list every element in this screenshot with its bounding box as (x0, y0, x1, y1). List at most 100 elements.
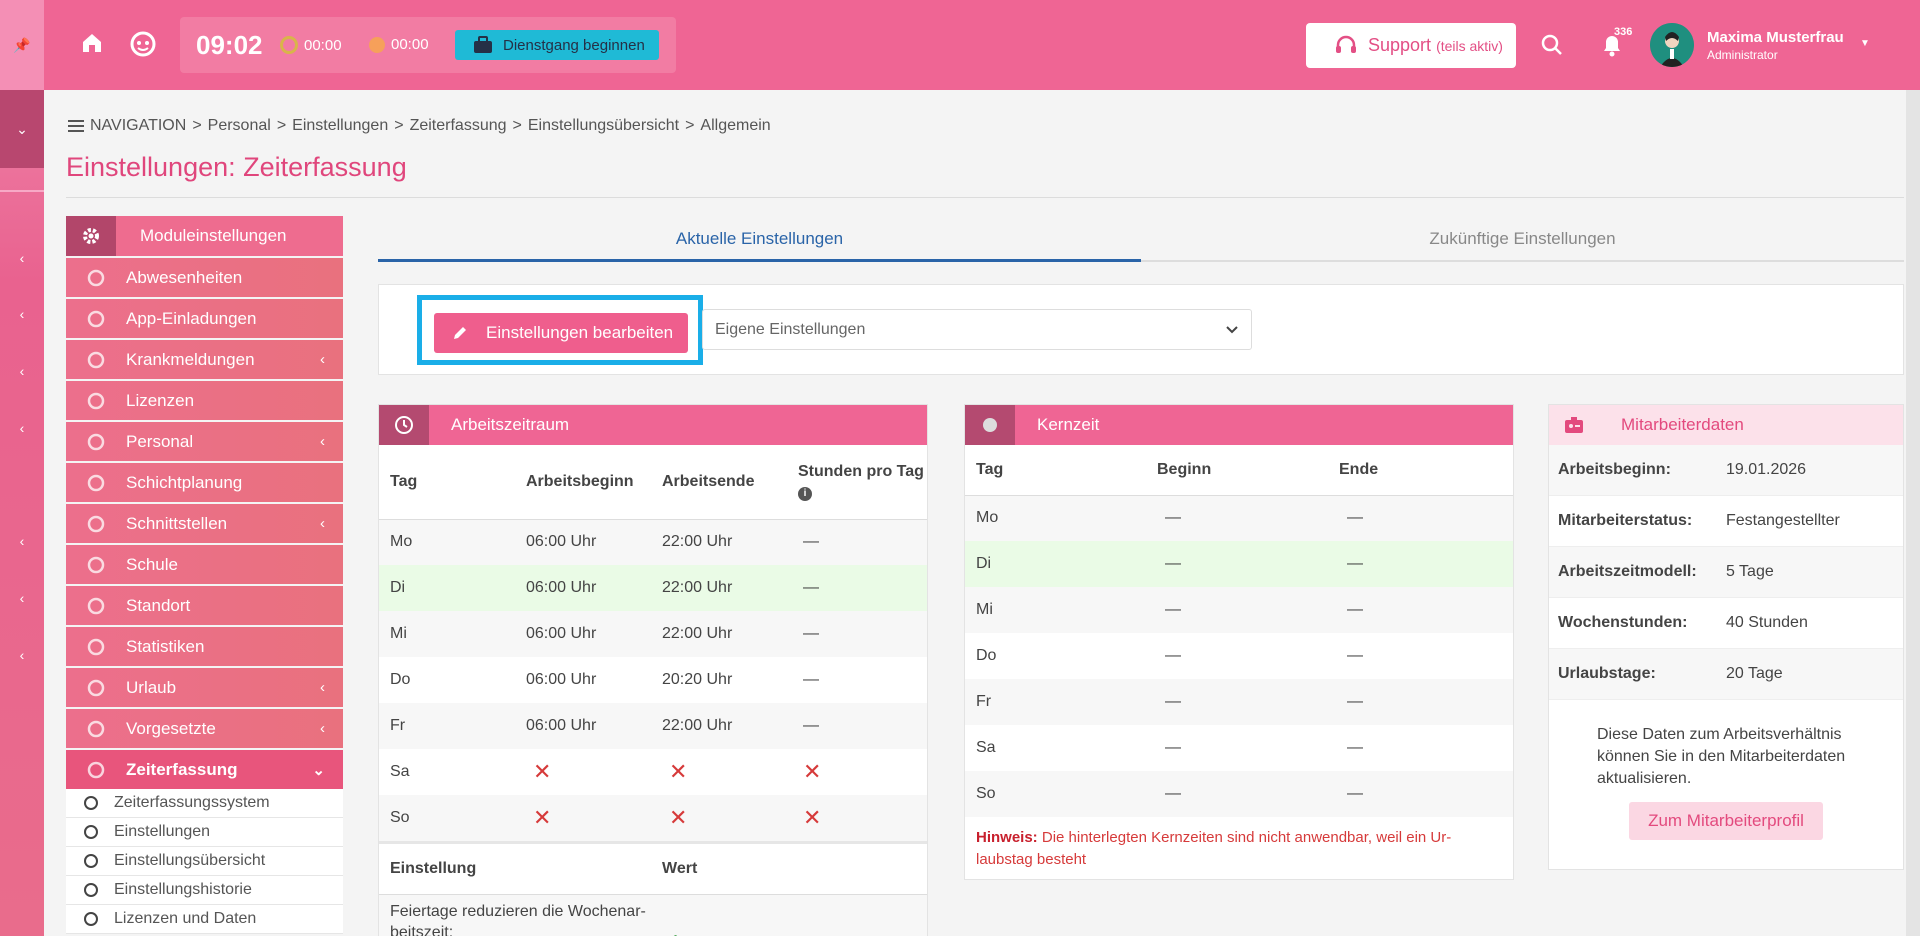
table-cell: Fr (965, 679, 1146, 725)
chevron-left-icon[interactable]: ‹ (320, 679, 325, 696)
dash-value: — (1165, 647, 1181, 664)
sidebar-item[interactable]: Krankmeldungen ‹ (66, 340, 343, 379)
chevron-left-icon[interactable]: ‹ (320, 351, 325, 368)
plane-icon (66, 679, 126, 697)
list-item: Wochenstunden: 40 Stunden (1549, 598, 1903, 649)
sidebar-item[interactable]: Statistiken (66, 627, 343, 666)
table-cell: Do (379, 657, 515, 703)
home-icon[interactable] (80, 31, 104, 60)
cell-value: Mi (390, 625, 407, 642)
sidebar-item[interactable]: Schichtplanung (66, 463, 343, 502)
sidebar-item[interactable]: Vorgesetzte ‹ (66, 709, 343, 748)
gear-icon (66, 216, 116, 256)
sidebar-subitem[interactable]: Lizenzen und Daten (66, 905, 343, 934)
sidebar-item[interactable]: Zeiterfassung ⌄ (66, 750, 343, 789)
table-cell: 06:00 Uhr (515, 611, 651, 657)
dienstgang-label: Dienstgang beginnen (503, 36, 645, 54)
table-cell: ✕ (515, 795, 651, 841)
table-cell: 22:00 Uhr (651, 611, 787, 657)
breadcrumb-nav[interactable]: NAVIGATION (90, 117, 187, 134)
chevron-down-icon[interactable]: ▼ (1860, 38, 1870, 49)
sidebar-item[interactable]: App-Einladungen (66, 299, 343, 338)
module-sidebar: Moduleinstellungen Abwesenheiten App-Einl… (66, 216, 343, 934)
field-value: 19.01.2026 (1726, 461, 1807, 478)
avatar[interactable] (1650, 23, 1694, 67)
dienstgang-button[interactable]: Dienstgang beginnen (455, 30, 659, 60)
chevron-left-icon[interactable]: ‹ (320, 720, 325, 737)
breadcrumb-item[interactable]: Einstellungen (292, 117, 389, 134)
rail-chevron-icon[interactable]: ‹ (19, 306, 25, 322)
dash-value: — (1347, 785, 1363, 802)
hint-label: Hinweis: (976, 829, 1038, 846)
search-icon[interactable] (1540, 33, 1564, 62)
sidebar-subitem[interactable]: Zeiterfassungssystem (66, 789, 343, 818)
cell-value: Mi (976, 601, 993, 618)
table-row: Mo — — (965, 495, 1513, 541)
radio-circle-icon (84, 825, 98, 839)
settings-select[interactable]: Eigene Einstellungen (702, 309, 1252, 350)
close-icon: ✕ (803, 758, 822, 784)
sidebar-item[interactable]: Abwesenheiten (66, 258, 343, 297)
dash-value: — (803, 625, 819, 642)
rail-chevron-icon[interactable]: ‹ (19, 250, 25, 266)
employee-profile-button[interactable]: Zum Mitarbeiterprofil (1629, 802, 1823, 840)
scrollbar[interactable] (1906, 90, 1920, 936)
work-timer[interactable]: 00:00 (280, 36, 342, 54)
table-row: Feiertage reduzieren die Wochenar-beitsz… (379, 894, 927, 936)
table-cell: — (1328, 587, 1513, 633)
sidebar-header[interactable]: Moduleinstellungen (66, 216, 343, 256)
bell-icon[interactable] (1600, 32, 1624, 63)
info-icon[interactable]: i (798, 486, 812, 501)
support-button[interactable]: Support (teils aktiv) (1306, 23, 1516, 68)
radio-circle-icon (84, 912, 98, 926)
column-header: Arbeitsbeginn (515, 445, 651, 520)
sidebar-item[interactable]: Lizenzen (66, 381, 343, 420)
cell-value: 06:00 Uhr (526, 717, 597, 734)
sidebar-item[interactable]: Urlaub ‹ (66, 668, 343, 707)
chevron-down-icon[interactable]: ⌄ (312, 761, 325, 779)
face-icon[interactable] (130, 31, 156, 62)
left-rail: 📌 ⌄ ‹ ‹ ‹ ‹ ‹ ‹ ‹ (0, 0, 44, 936)
sidebar-item[interactable]: Standort (66, 586, 343, 625)
sidebar-item-label: Krankmeldungen (126, 349, 255, 369)
radio-circle-icon (84, 796, 98, 810)
chevron-down-icon (1226, 326, 1238, 334)
chevron-left-icon[interactable]: ‹ (320, 433, 325, 450)
pin-icon[interactable]: 📌 (0, 0, 44, 90)
menu-icon[interactable] (68, 119, 84, 133)
tab-current-settings[interactable]: Aktuelle Einstellungen (378, 222, 1141, 262)
sidebar-item[interactable]: Personal ‹ (66, 422, 343, 461)
sidebar-item[interactable]: Schule (66, 545, 343, 584)
rail-chevron-icon[interactable]: ‹ (19, 647, 25, 663)
sidebar-item-label: Schnittstellen (126, 513, 228, 533)
arbeitszeitraum-header: Arbeitszeitraum (379, 405, 927, 445)
sidebar-subitem[interactable]: Einstellungshistorie (66, 876, 343, 905)
sidebar-item-label: Zeiterfassung (126, 759, 238, 779)
breadcrumb-item[interactable]: Personal (207, 117, 271, 134)
rail-chevron-icon[interactable]: ‹ (19, 363, 25, 379)
work-timer-value: 00:00 (304, 36, 342, 54)
sidebar-item[interactable]: Schnittstellen ‹ (66, 504, 343, 543)
rail-collapse-button[interactable]: ⌄ (0, 90, 44, 168)
cell-value: 06:00 Uhr (526, 533, 597, 551)
sidebar-subitem[interactable]: Einstellungsübersicht (66, 847, 343, 876)
cell-value: Sa (390, 763, 410, 780)
user-name[interactable]: Maxima Musterfrau (1707, 29, 1844, 46)
current-time: 09:02 (196, 30, 263, 60)
break-timer[interactable]: 00:00 (369, 36, 429, 53)
rail-chevron-icon[interactable]: ‹ (19, 420, 25, 436)
edit-panel: Einstellungen bearbeiten Eigene Einstell… (378, 284, 1904, 375)
sidebar-subitem[interactable]: Einstellungen (66, 818, 343, 847)
dash-value: — (1165, 785, 1181, 802)
rail-chevron-icon[interactable]: ‹ (19, 533, 25, 549)
list-item: Arbeitsbeginn: 19.01.2026 (1549, 445, 1903, 496)
edit-settings-button[interactable]: Einstellungen bearbeiten (434, 313, 688, 353)
breadcrumb-item[interactable]: Zeiterfassung (409, 117, 507, 134)
breadcrumb-item[interactable]: Einstellungsübersicht (527, 117, 680, 134)
column-header: Wert (651, 842, 927, 895)
table-row: Mo 06:00 Uhr 22:00 Uhr — (379, 519, 927, 565)
dash-value: — (1165, 693, 1181, 710)
tab-future-settings[interactable]: Zukünftige Einstellungen (1429, 229, 1616, 248)
rail-chevron-icon[interactable]: ‹ (19, 590, 25, 606)
chevron-left-icon[interactable]: ‹ (320, 515, 325, 532)
